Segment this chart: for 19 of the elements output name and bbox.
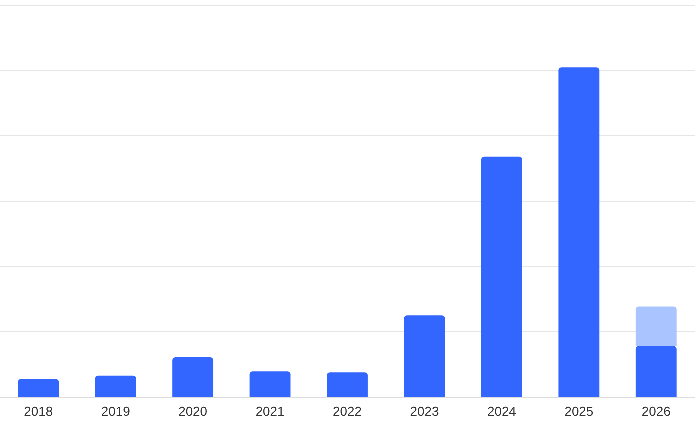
x-tick-label: 2021 bbox=[256, 404, 285, 419]
bar bbox=[18, 379, 60, 397]
x-tick-label: 2018 bbox=[24, 404, 54, 419]
bar bbox=[327, 372, 368, 397]
x-tick-label: 2026 bbox=[642, 404, 671, 419]
bar bbox=[636, 306, 677, 346]
bar bbox=[636, 346, 677, 397]
x-tick-label: 2022 bbox=[333, 404, 362, 419]
bar bbox=[558, 68, 600, 397]
bar bbox=[250, 372, 291, 397]
bar bbox=[481, 156, 522, 397]
x-tick-label: 2025 bbox=[564, 404, 594, 419]
x-tick-label: 2019 bbox=[101, 404, 130, 419]
x-tick-label: 2020 bbox=[178, 404, 208, 419]
x-tick-label: 2023 bbox=[410, 404, 440, 419]
bar bbox=[95, 376, 136, 397]
bar bbox=[172, 357, 214, 397]
x-tick-label: 2024 bbox=[487, 404, 516, 419]
bar bbox=[404, 316, 446, 397]
